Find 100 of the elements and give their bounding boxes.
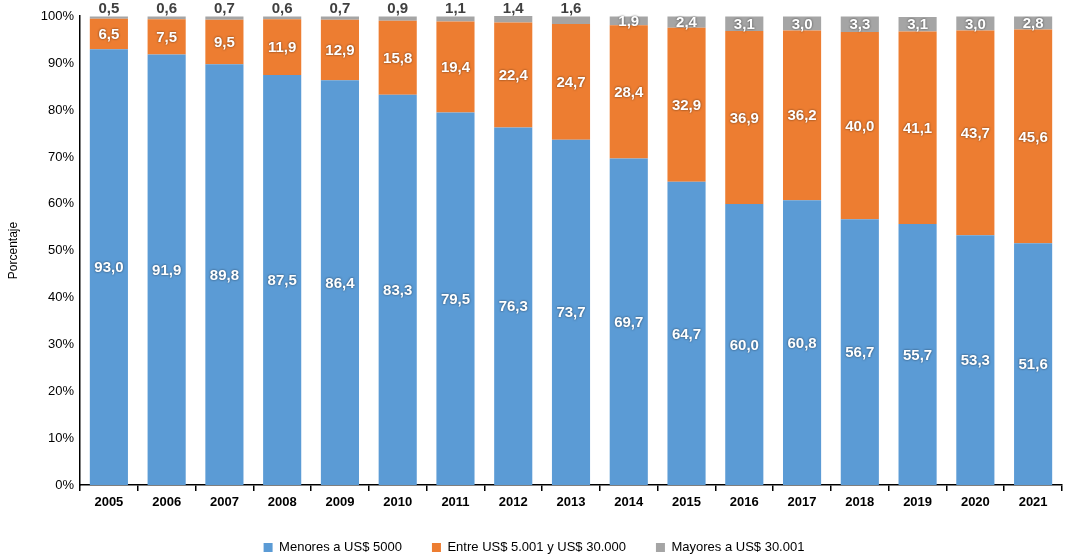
bar [320,16,359,20]
data-label: 15,8 [383,48,413,66]
data-label: 55,7 [902,345,933,363]
data-label: 89,8 [209,265,240,283]
legend-label: Mayores a US$ 30.001 [671,539,805,555]
bar [263,16,302,20]
bar [494,127,533,485]
y-tick-label: 80% [47,101,75,117]
bar [898,224,937,485]
data-label: 9,5 [213,33,235,51]
data-label: 0,6 [271,0,293,17]
data-label: 73,7 [556,303,586,321]
data-label: 53,3 [960,351,990,369]
bar [725,30,764,204]
bar [147,19,186,55]
data-label: 3,0 [791,14,813,32]
data-label: 51,6 [1018,355,1048,373]
x-tick-label: 2011 [441,494,470,510]
bar [609,158,648,485]
bar [956,235,995,485]
x-tick-label: 2007 [209,494,239,510]
data-label: 24,7 [556,72,586,90]
data-label: 12,9 [325,41,355,59]
bar [320,80,359,485]
bar [840,219,879,485]
bar [436,112,475,485]
data-label: 60,8 [787,333,817,351]
bar [494,22,533,128]
data-label: 1,9 [618,12,640,30]
bar [551,16,591,24]
bar [89,16,128,19]
y-tick-label: 10% [47,429,75,445]
y-tick-label: 70% [47,148,75,164]
bar [667,181,706,485]
data-label: 11,9 [267,38,297,56]
x-tick-label: 2021 [1018,494,1048,510]
legend-label: Entre US$ 5.001 y US$ 30.000 [447,539,626,555]
data-label: 0,9 [387,0,409,17]
legend-label: Menores a US$ 5000 [279,539,402,555]
bar [783,30,822,201]
x-tick-label: 2005 [94,494,124,510]
data-label: 0,7 [329,0,351,17]
data-label: 64,7 [671,324,702,342]
bar [320,19,359,81]
bar [1014,243,1053,485]
y-tick-label: 40% [47,289,75,305]
data-label: 2,4 [676,13,698,31]
bar [725,203,764,485]
bar [378,16,417,21]
bar [436,21,475,113]
data-label: 6,5 [98,25,120,43]
y-tick-label: 30% [47,336,75,352]
y-tick-label: 20% [47,382,75,398]
bar [205,19,244,65]
data-label: 3,0 [964,14,986,32]
data-label: 0,7 [213,0,235,17]
y-tick-label: 100% [40,8,75,24]
bar [263,19,302,76]
data-label: 40,0 [845,116,875,134]
bar [89,49,128,485]
bar [378,20,417,95]
data-label: 43,7 [960,124,990,142]
x-tick-label: 2009 [325,494,355,510]
data-label: 45,6 [1018,127,1048,145]
data-label: 83,3 [383,281,413,298]
bar [956,30,995,236]
bar [1014,29,1053,244]
bar [147,16,186,20]
data-label: 28,4 [614,83,645,101]
bar [551,139,591,485]
bar [551,23,591,140]
data-label: 91,9 [152,260,182,278]
data-label: 93,0 [94,258,124,276]
x-tick-label: 2010 [383,494,413,510]
bar [783,200,822,485]
data-label: 87,5 [267,271,297,289]
data-label: 32,9 [671,95,702,113]
x-tick-label: 2017 [787,494,817,510]
data-label: 3,1 [733,14,755,32]
bar [263,75,302,485]
y-tick-label: 60% [47,195,75,211]
data-label: 7,5 [156,27,178,45]
bar [840,31,879,220]
x-tick-label: 2014 [614,494,644,510]
bar [898,31,937,225]
data-label: 79,5 [440,289,471,307]
data-label: 76,3 [498,297,528,315]
y-tick-label: 90% [47,54,75,70]
data-label: 3,1 [907,15,929,33]
bar [205,16,244,20]
data-label: 3,3 [849,15,871,33]
x-tick-label: 2006 [152,494,182,510]
x-tick-label: 2018 [845,494,875,510]
x-tick-label: 2019 [903,494,933,510]
y-tick-label: 0% [55,476,75,492]
bar [147,54,186,485]
x-tick-label: 2016 [729,494,759,510]
data-label: 41,1 [902,118,933,136]
x-tick-label: 2013 [556,494,586,510]
x-tick-label: 2015 [672,494,701,510]
